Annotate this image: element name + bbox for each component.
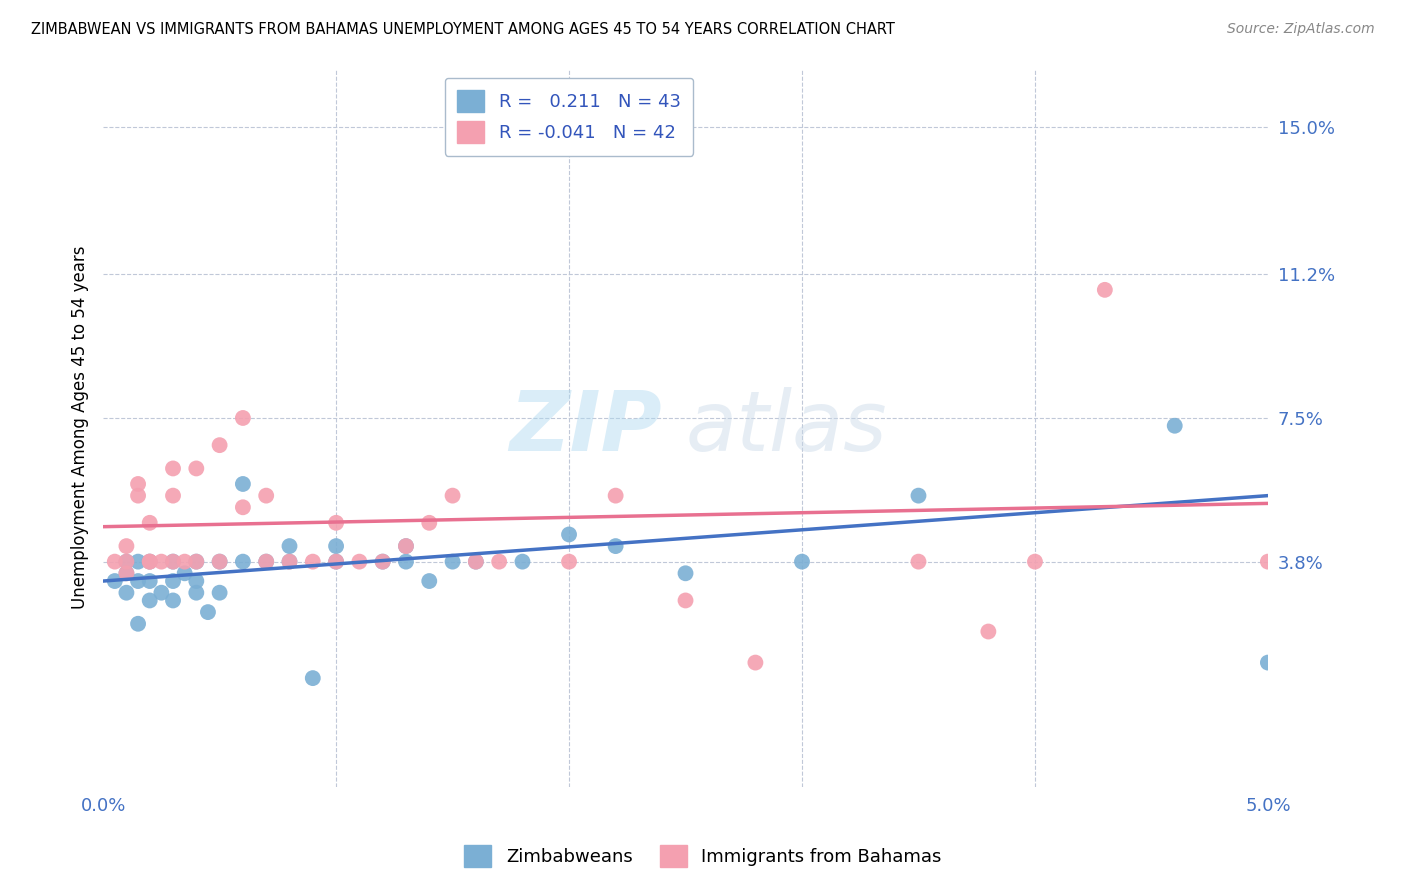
Point [605, 489, 627, 503]
Point [790, 555, 813, 569]
Legend: R =   0.211   N = 43, R = -0.041   N = 42: R = 0.211 N = 43, R = -0.041 N = 42 [444, 78, 693, 156]
Point [1094, 283, 1116, 297]
Point [977, 624, 1000, 639]
Point [115, 566, 138, 581]
Point [186, 574, 208, 588]
Point [907, 555, 929, 569]
Point [162, 574, 184, 588]
Point [301, 555, 323, 569]
Point [1257, 656, 1279, 670]
Point [512, 555, 534, 569]
Point [186, 585, 208, 599]
Point [1164, 418, 1187, 433]
Point [208, 585, 231, 599]
Point [208, 555, 231, 569]
Legend: Zimbabweans, Immigrants from Bahamas: Zimbabweans, Immigrants from Bahamas [457, 838, 949, 874]
Point [278, 555, 301, 569]
Point [254, 489, 277, 503]
Point [127, 477, 149, 491]
Point [138, 555, 160, 569]
Point [441, 489, 464, 503]
Point [1024, 555, 1046, 569]
Point [127, 555, 149, 569]
Text: atlas: atlas [686, 387, 887, 468]
Point [127, 489, 149, 503]
Point [162, 555, 184, 569]
Y-axis label: Unemployment Among Ages 45 to 54 years: Unemployment Among Ages 45 to 54 years [72, 246, 89, 609]
Point [173, 566, 195, 581]
Point [208, 555, 231, 569]
Point [115, 566, 138, 581]
Point [186, 555, 208, 569]
Point [395, 555, 418, 569]
Point [197, 605, 219, 619]
Point [301, 671, 323, 685]
Point [418, 516, 440, 530]
Point [464, 555, 486, 569]
Point [349, 555, 371, 569]
Point [325, 516, 347, 530]
Text: Source: ZipAtlas.com: Source: ZipAtlas.com [1227, 22, 1375, 37]
Point [104, 555, 127, 569]
Point [744, 656, 766, 670]
Point [208, 438, 231, 452]
Point [558, 555, 581, 569]
Point [162, 555, 184, 569]
Point [138, 555, 160, 569]
Point [162, 489, 184, 503]
Point [232, 477, 254, 491]
Point [558, 527, 581, 541]
Point [115, 585, 138, 599]
Point [395, 539, 418, 553]
Point [150, 555, 173, 569]
Point [138, 555, 160, 569]
Point [115, 555, 138, 569]
Text: ZIMBABWEAN VS IMMIGRANTS FROM BAHAMAS UNEMPLOYMENT AMONG AGES 45 TO 54 YEARS COR: ZIMBABWEAN VS IMMIGRANTS FROM BAHAMAS UN… [31, 22, 894, 37]
Point [325, 555, 347, 569]
Point [278, 555, 301, 569]
Point [138, 574, 160, 588]
Point [254, 555, 277, 569]
Point [127, 616, 149, 631]
Point [325, 539, 347, 553]
Point [371, 555, 394, 569]
Point [418, 574, 440, 588]
Point [232, 411, 254, 425]
Point [278, 539, 301, 553]
Point [464, 555, 486, 569]
Point [232, 500, 254, 515]
Point [325, 555, 347, 569]
Text: ZIP: ZIP [509, 387, 662, 468]
Point [675, 566, 697, 581]
Point [186, 555, 208, 569]
Point [232, 555, 254, 569]
Point [371, 555, 394, 569]
Point [162, 461, 184, 475]
Point [138, 593, 160, 607]
Point [150, 585, 173, 599]
Point [254, 555, 277, 569]
Point [1257, 555, 1279, 569]
Point [605, 539, 627, 553]
Point [675, 593, 697, 607]
Point [138, 516, 160, 530]
Point [104, 574, 127, 588]
Point [907, 489, 929, 503]
Point [395, 539, 418, 553]
Point [441, 555, 464, 569]
Point [173, 555, 195, 569]
Point [127, 574, 149, 588]
Point [186, 461, 208, 475]
Point [115, 555, 138, 569]
Point [162, 593, 184, 607]
Point [488, 555, 510, 569]
Point [115, 539, 138, 553]
